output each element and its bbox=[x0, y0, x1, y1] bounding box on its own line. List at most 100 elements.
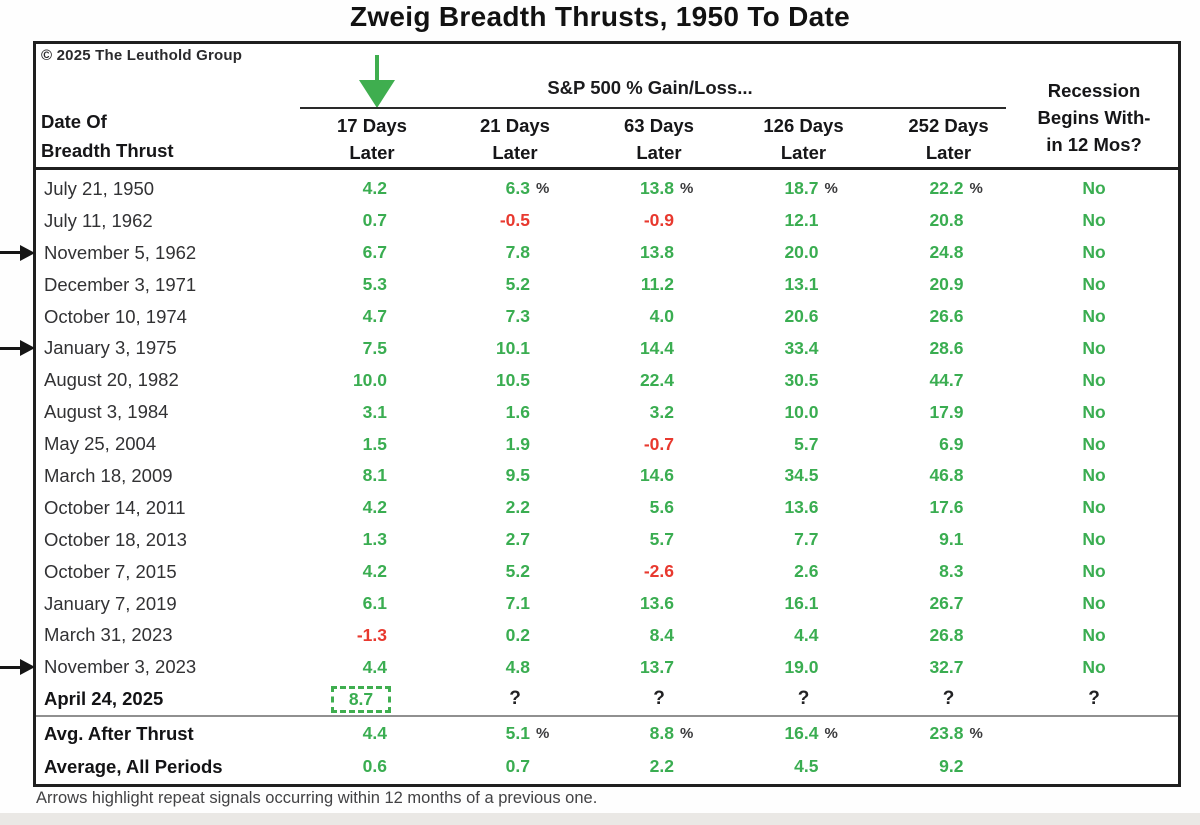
value: 7.5 bbox=[362, 337, 387, 358]
table-row: October 7, 2015 4.2 5.2 -2.6 2.6 8.3 No bbox=[36, 556, 1178, 588]
value-cell: 10.1 bbox=[432, 338, 576, 359]
column-header-line1: 252 Days bbox=[908, 115, 989, 136]
percent-sign: % bbox=[536, 725, 550, 743]
table-row: October 10, 1974 4.7 7.3 4.0 20.6 26.6 No bbox=[36, 301, 1178, 333]
value-cell: 0.6 bbox=[290, 756, 432, 777]
recession-cell: No bbox=[1082, 433, 1106, 454]
value: 13.1 bbox=[784, 274, 819, 295]
percent-sign: % bbox=[824, 725, 838, 743]
value: 11.2 bbox=[640, 274, 674, 295]
value: 18.7 bbox=[784, 178, 819, 199]
recession-cell: No bbox=[1082, 561, 1106, 582]
recession-cell: No bbox=[1082, 337, 1106, 358]
value-cell-unknown: ? bbox=[653, 688, 665, 710]
value: 4.2 bbox=[362, 561, 387, 582]
value: 7.3 bbox=[505, 306, 530, 326]
summary-row: Average, All Periods 0.6 0.7 2.2 4.5 9.2 bbox=[36, 750, 1178, 783]
value-cell: 4.4 bbox=[290, 723, 432, 744]
value-cell: -1.3 bbox=[290, 625, 432, 646]
recession-cell: No bbox=[1082, 210, 1106, 231]
date-cell: August 20, 1982 bbox=[44, 369, 179, 391]
value: 8.3 bbox=[939, 561, 964, 582]
value-cell: 44.7 bbox=[865, 370, 1010, 391]
group-header-underline bbox=[300, 107, 1006, 109]
recession-header-line2: Begins With- bbox=[1037, 107, 1151, 128]
value: 6.1 bbox=[362, 593, 387, 614]
value-cell: 9.5 bbox=[432, 465, 576, 486]
value: 2.2 bbox=[649, 756, 674, 777]
value: 20.9 bbox=[929, 274, 964, 295]
value-cell: 18.7% bbox=[720, 178, 865, 199]
value: 8.4 bbox=[649, 624, 674, 645]
value: 7.8 bbox=[505, 242, 530, 263]
date-cell: October 14, 2011 bbox=[44, 496, 186, 518]
value: 4.0 bbox=[649, 306, 674, 326]
value: 13.8 bbox=[639, 242, 674, 263]
value: 17.9 bbox=[929, 401, 964, 422]
table-row: July 11, 1962 0.7 -0.5 -0.9 12.1 20.8 No bbox=[36, 205, 1178, 237]
value-cell: 7.5 bbox=[290, 338, 432, 359]
value-cell: 24.8 bbox=[865, 242, 1010, 263]
table-row: January 3, 1975 7.5 10.1 14.4 33.4 28.6 No bbox=[0, 332, 1178, 364]
breadth-thrust-table: © 2025 The Leuthold Group Date Of Breadt… bbox=[0, 41, 1181, 787]
recession-cell: No bbox=[1082, 529, 1106, 550]
value: 12.1 bbox=[784, 210, 819, 231]
value-cell: 30.5 bbox=[720, 370, 865, 391]
recession-cell: No bbox=[1082, 274, 1106, 295]
value-cell: 0.2 bbox=[432, 625, 576, 646]
value-cell: 4.4 bbox=[720, 625, 865, 646]
date-cell: August 3, 1984 bbox=[44, 401, 169, 423]
value: 26.7 bbox=[929, 593, 964, 614]
value-cell: 4.2 bbox=[290, 561, 432, 582]
table-row: March 31, 2023 -1.3 0.2 8.4 4.4 26.8 No bbox=[36, 619, 1178, 651]
value-cell: 26.7 bbox=[865, 593, 1010, 614]
value-cell: 13.1 bbox=[720, 274, 865, 295]
value: 10.5 bbox=[495, 369, 530, 390]
value: 4.2 bbox=[362, 497, 387, 518]
value: 10.1 bbox=[495, 337, 530, 358]
value-cell: 5.1% bbox=[432, 723, 576, 744]
value: 13.7 bbox=[639, 656, 674, 677]
highlighted-value: 8.7 bbox=[330, 685, 392, 713]
row-header-label: Date Of Breadth Thrust bbox=[41, 107, 174, 165]
value-cell: 12.1 bbox=[720, 210, 865, 231]
date-cell: November 5, 1962 bbox=[44, 241, 197, 263]
row-header-line2: Breadth Thrust bbox=[41, 140, 174, 161]
column-header-126-days: 126 Days Later bbox=[720, 112, 865, 166]
value-cell: 10.5 bbox=[432, 370, 576, 391]
value-cell: -2.6 bbox=[576, 561, 720, 582]
percent-sign: % bbox=[824, 180, 838, 198]
value: 0.6 bbox=[362, 756, 387, 777]
value: 7.1 bbox=[505, 593, 530, 614]
value-cell: 4.4 bbox=[290, 657, 432, 678]
value-cell: 4.8 bbox=[432, 657, 576, 678]
value-cell: 7.3 bbox=[432, 306, 576, 327]
recession-cell: No bbox=[1082, 624, 1106, 645]
value-cell: 23.8% bbox=[865, 723, 1010, 744]
value-cell: 13.6 bbox=[576, 593, 720, 614]
value-cell: 46.8 bbox=[865, 465, 1010, 486]
value: -0.5 bbox=[499, 210, 530, 231]
value-cell: 26.8 bbox=[865, 625, 1010, 646]
table-row: August 20, 1982 10.0 10.5 22.4 30.5 44.7 No bbox=[36, 364, 1178, 396]
recession-cell: No bbox=[1082, 401, 1106, 422]
value-cell: 26.6 bbox=[865, 306, 1010, 327]
value-cell: 1.3 bbox=[290, 529, 432, 550]
value-cell: 22.2% bbox=[865, 178, 1010, 199]
column-header-line1: 126 Days bbox=[763, 115, 844, 136]
summary-row: Avg. After Thrust 4.4 5.1% 8.8% 16.4% 23.8% bbox=[36, 717, 1178, 750]
value-cell: 10.0 bbox=[290, 370, 432, 391]
value: 0.7 bbox=[505, 756, 530, 777]
value-cell: 2.7 bbox=[432, 529, 576, 550]
column-header-line1: 63 Days bbox=[624, 115, 694, 136]
value-cell: 8.1 bbox=[290, 465, 432, 486]
value-cell: 6.1 bbox=[290, 593, 432, 614]
table-row: November 5, 1962 6.7 7.8 13.8 20.0 24.8 No bbox=[0, 237, 1178, 269]
date-cell: January 3, 1975 bbox=[44, 337, 177, 359]
value-cell: 1.5 bbox=[290, 434, 432, 455]
repeat-signal-arrow-icon bbox=[0, 244, 35, 261]
value-cell: 14.4 bbox=[576, 338, 720, 359]
value: 1.6 bbox=[505, 401, 530, 422]
value-cell: 19.0 bbox=[720, 657, 865, 678]
